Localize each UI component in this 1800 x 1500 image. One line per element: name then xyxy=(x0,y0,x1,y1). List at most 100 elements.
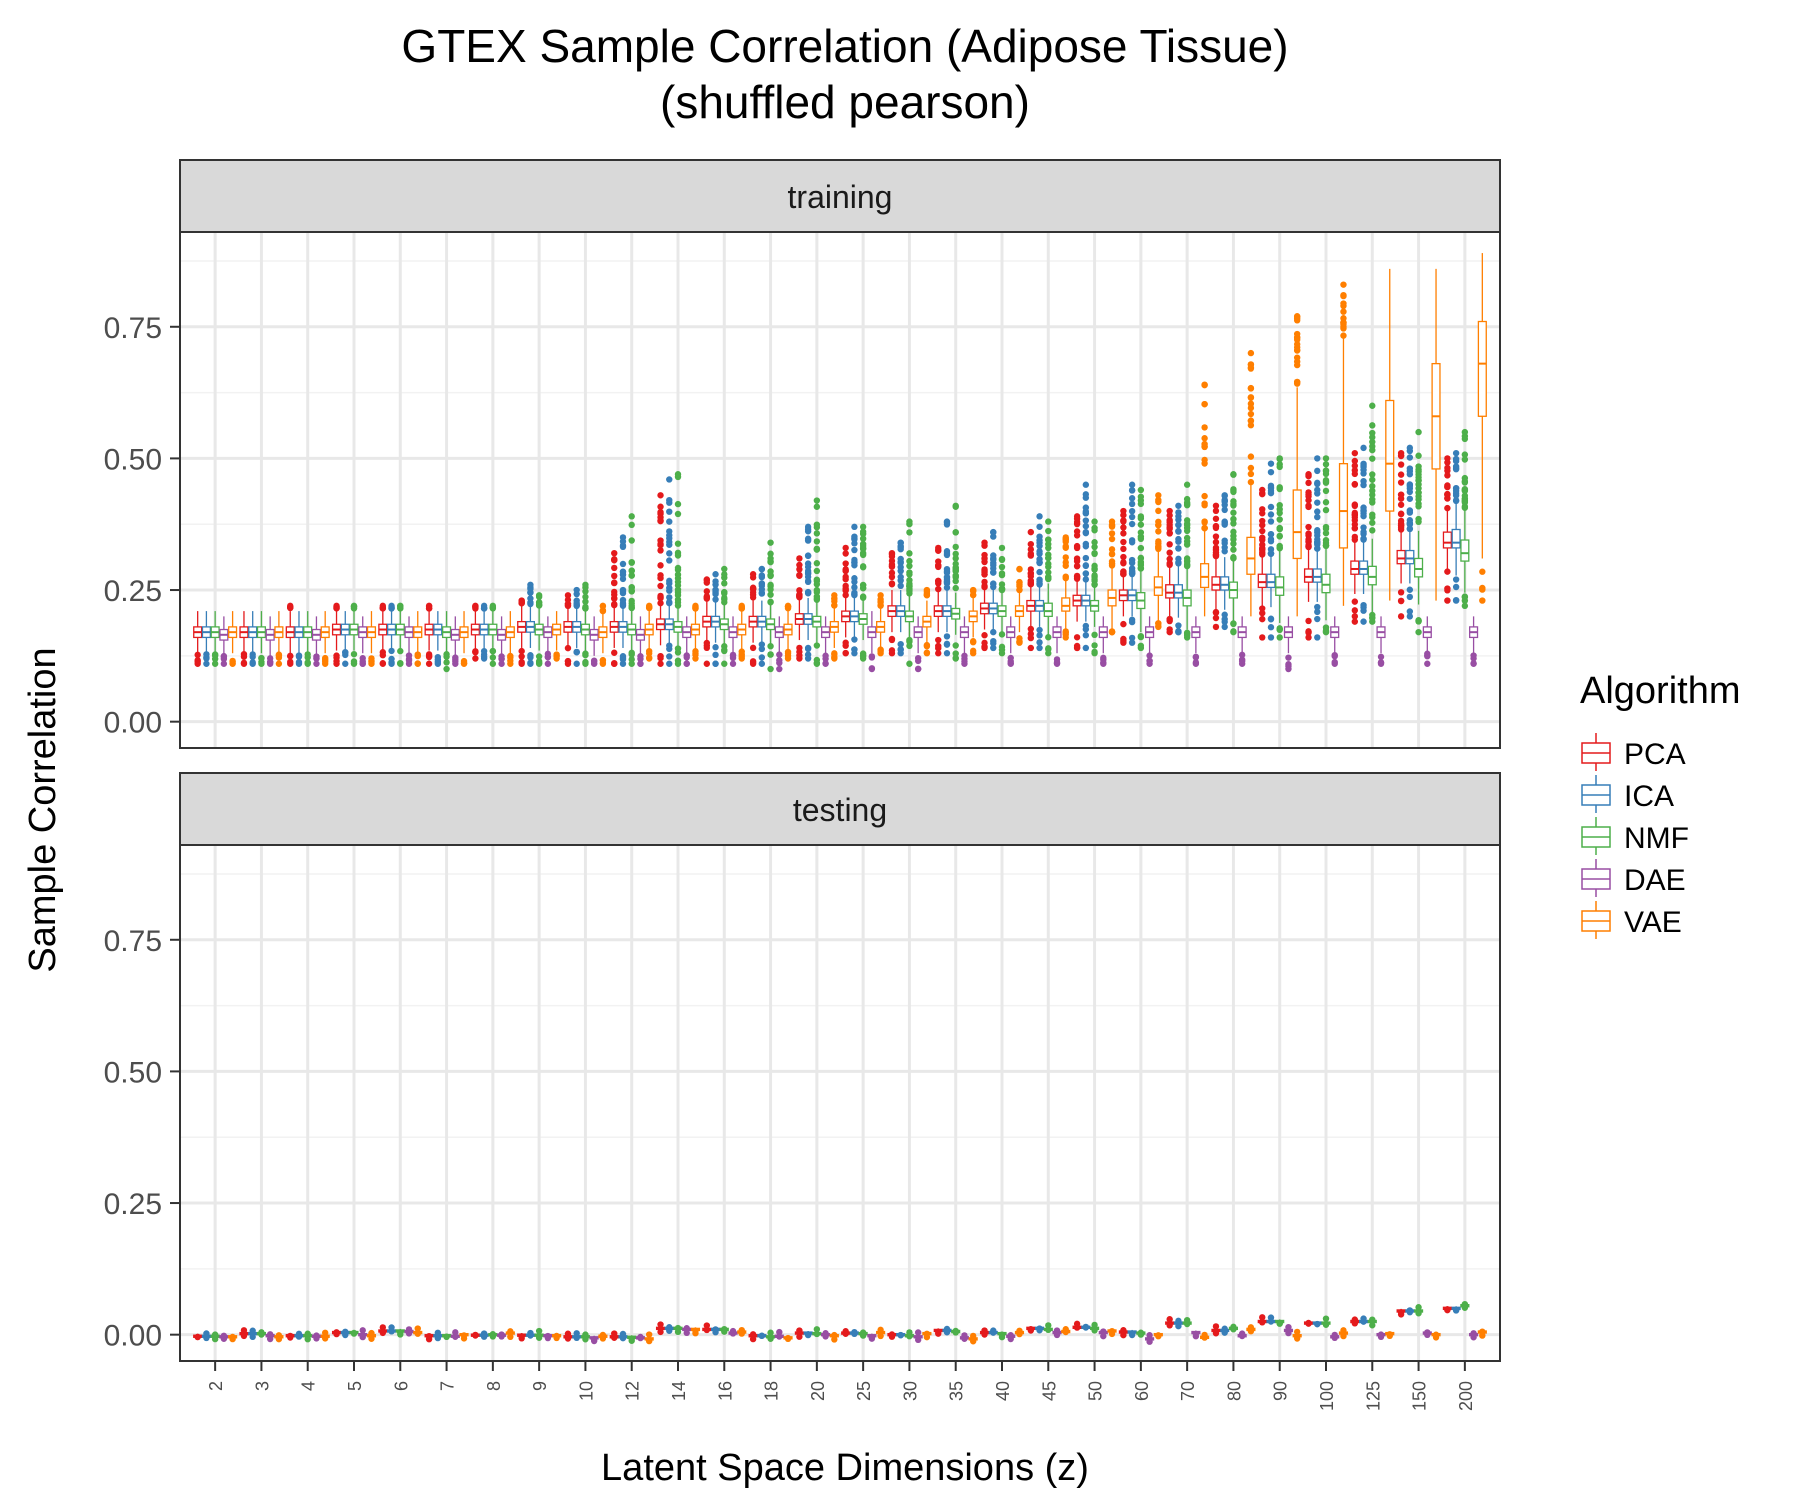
outlier-point xyxy=(489,1333,497,1340)
outlier-point xyxy=(1137,544,1145,552)
outlier-point xyxy=(935,544,942,552)
outlier-point xyxy=(822,652,829,659)
outlier-point xyxy=(211,660,219,667)
outlier-point xyxy=(480,647,488,655)
outlier-point xyxy=(1128,520,1136,528)
outlier-point xyxy=(443,659,450,666)
outlier-point xyxy=(1369,446,1376,454)
series-ica-testing xyxy=(201,1306,1461,1342)
outlier-point xyxy=(1322,461,1330,468)
outlier-point xyxy=(897,650,904,657)
outlier-point xyxy=(1406,525,1414,533)
outlier-point xyxy=(220,660,228,667)
outlier-point xyxy=(969,638,977,646)
outlier-point xyxy=(1007,1335,1014,1343)
outlier-point xyxy=(952,567,959,575)
outlier-point xyxy=(1351,467,1359,474)
outlier-point xyxy=(851,650,858,657)
box xyxy=(1396,549,1406,565)
outlier-point xyxy=(1100,1328,1107,1335)
outlier-point xyxy=(813,660,821,667)
outlier-point xyxy=(535,653,543,660)
outlier-point xyxy=(813,1330,821,1338)
box xyxy=(1292,489,1302,560)
outlier-point xyxy=(804,573,812,581)
outlier-point xyxy=(1120,1327,1127,1334)
outlier-point xyxy=(480,655,488,662)
outlier-point xyxy=(712,660,719,667)
outlier-point xyxy=(1397,1311,1405,1318)
outlier-point xyxy=(952,577,959,585)
outlier-point xyxy=(1155,492,1162,499)
outlier-point xyxy=(804,588,812,596)
outlier-point xyxy=(397,647,404,655)
outlier-point xyxy=(1027,625,1035,633)
outlier-point xyxy=(1314,467,1321,475)
x-tick-label: 45 xyxy=(1039,1381,1059,1401)
outlier-point xyxy=(582,593,589,601)
x-tick-label: 16 xyxy=(715,1381,735,1401)
outlier-point xyxy=(1073,1324,1081,1331)
outlier-point xyxy=(804,578,812,586)
outlier-point xyxy=(553,1334,560,1342)
outlier-point xyxy=(203,1334,210,1342)
outlier-point xyxy=(1247,478,1255,486)
outlier-point xyxy=(831,1336,838,1343)
outlier-point xyxy=(1166,628,1173,636)
outlier-point xyxy=(804,655,812,662)
outlier-point xyxy=(489,654,497,661)
outlier-point xyxy=(1201,502,1208,509)
outlier-point xyxy=(703,660,711,667)
outlier-point xyxy=(952,502,959,509)
outlier-point xyxy=(943,569,951,576)
outlier-point xyxy=(1360,535,1367,542)
outlier-point xyxy=(527,654,534,661)
outlier-point xyxy=(703,1322,711,1329)
outlier-point xyxy=(767,1329,774,1336)
outlier-point xyxy=(674,471,682,478)
outlier-point xyxy=(1082,481,1090,488)
outlier-point xyxy=(628,651,635,658)
outlier-point xyxy=(1340,302,1347,310)
outlier-point xyxy=(859,564,867,571)
outlier-point xyxy=(1314,539,1321,546)
outlier-point xyxy=(582,598,589,605)
outlier-point xyxy=(582,1336,589,1343)
outlier-point xyxy=(813,642,821,649)
outlier-point xyxy=(712,644,719,651)
outlier-point xyxy=(1415,477,1422,484)
outlier-point xyxy=(1305,497,1312,504)
outlier-point xyxy=(1276,1320,1283,1327)
outlier-point xyxy=(1238,1332,1246,1340)
outlier-point xyxy=(1259,486,1266,494)
outlier-point xyxy=(388,655,395,663)
outlier-point xyxy=(472,649,479,656)
outlier-point xyxy=(1314,608,1321,616)
outlier-point xyxy=(527,581,534,588)
outlier-point xyxy=(1305,523,1312,531)
legend-item-dae: DAE xyxy=(1581,859,1686,897)
outlier-point xyxy=(749,1331,757,1338)
outlier-point xyxy=(1166,541,1173,548)
outlier-point xyxy=(906,529,913,536)
outlier-point xyxy=(1230,500,1237,508)
outlier-point xyxy=(952,560,959,568)
outlier-point xyxy=(460,1335,468,1342)
outlier-point xyxy=(1146,652,1153,659)
outlier-point xyxy=(796,648,803,656)
box xyxy=(1460,539,1470,562)
outlier-point xyxy=(1212,623,1220,631)
outlier-point xyxy=(1221,623,1228,631)
outlier-point xyxy=(935,577,942,585)
outlier-point xyxy=(1314,527,1321,534)
outlier-point xyxy=(1120,553,1127,561)
outlier-point xyxy=(564,592,572,599)
outlier-point xyxy=(1128,500,1136,508)
outlier-point xyxy=(657,547,664,554)
outlier-point xyxy=(1461,479,1469,486)
outlier-point xyxy=(1201,524,1208,532)
outlier-point xyxy=(981,632,988,639)
outlier-point xyxy=(590,660,598,667)
outlier-point xyxy=(703,1326,711,1334)
outlier-point xyxy=(1461,498,1469,505)
